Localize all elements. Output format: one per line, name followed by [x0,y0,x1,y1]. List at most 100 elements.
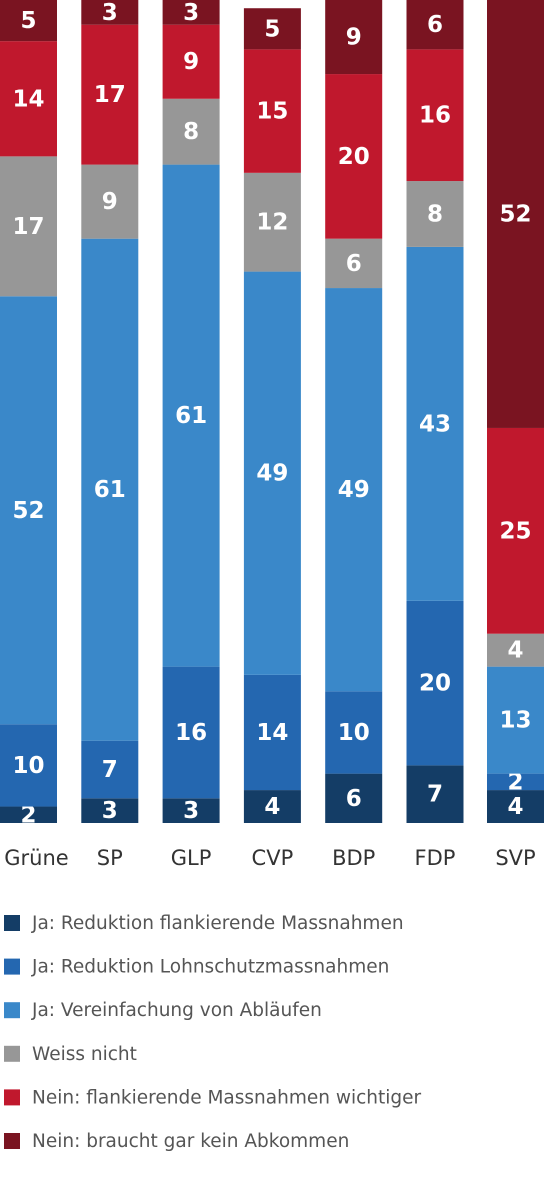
x-tick-label: SVP [495,846,535,870]
bar-segment [162,666,220,799]
legend-swatch [4,1133,20,1149]
bar-segment [487,633,544,667]
value-label: 20 [338,144,370,170]
bar-segment [0,806,57,823]
value-label: 3 [102,798,118,824]
value-label: 9 [183,49,199,75]
value-label: 61 [175,403,207,429]
legend-swatch [4,915,20,931]
bar-segment [243,790,301,823]
legend-swatch [4,958,20,975]
bar-segment [406,246,464,601]
value-label: 52 [12,498,44,524]
value-label: 17 [94,82,126,108]
legend-label: Ja: Reduktion flankierende Massnahmen [31,913,404,934]
value-label: 7 [427,782,443,808]
value-label: 5 [264,16,280,42]
value-label: 14 [12,86,44,112]
bar-segment [406,181,464,247]
value-label: 4 [507,638,523,664]
bar-segment [487,427,544,634]
x-tick-label: CVP [252,846,294,870]
bar-segment [81,740,139,799]
bar-segment [243,271,301,675]
bar-segment [162,798,220,823]
bar-segment [406,0,464,50]
bar-segment [406,765,464,823]
bar-segment [406,49,464,182]
value-label: 2 [20,802,36,828]
legend-label: Nein: braucht gar kein Abkommen [32,1131,349,1152]
value-label: 10 [338,720,370,746]
legend-label: Ja: Vereinfachung von Abläufen [31,1000,322,1021]
bar-segment [81,238,139,741]
bar-segment [162,0,220,25]
bar-segment [325,773,383,823]
value-label: 17 [12,214,44,240]
value-label: 8 [427,201,443,227]
legend-swatch [4,1045,20,1062]
bar-segment [0,156,57,297]
bar-segment [487,0,544,428]
x-tick-label: Grüne [4,846,68,870]
bar-segment [81,164,139,239]
value-label: 15 [256,99,288,125]
value-label: 6 [346,786,362,812]
bar-segment [243,172,301,272]
bar-segment [325,74,383,239]
value-label: 2 [507,769,523,795]
bar-segment [162,24,220,99]
value-label: 7 [102,757,118,783]
legend-swatch [4,1089,20,1106]
x-tick-label: FDP [415,846,456,870]
bar-segment [325,238,383,289]
value-label: 14 [256,720,288,746]
legend-label: Ja: Reduktion Lohnschutzmassnahmen [31,957,389,978]
bar-segment [162,164,220,667]
bar-segment [487,773,544,791]
value-label: 52 [499,201,531,227]
bar-segment [0,41,57,157]
value-label: 9 [346,25,362,51]
legend-label: Weiss nicht [32,1044,137,1065]
value-label: 16 [419,103,451,129]
value-label: 6 [346,251,362,277]
x-tick-label: GLP [171,846,212,870]
x-tick-label: BDP [332,846,375,870]
value-label: 61 [94,477,126,503]
value-label: 20 [419,671,451,697]
bar-segment [162,98,220,165]
bar-segment [487,666,544,774]
bar-segment [487,790,544,823]
value-label: 10 [12,753,44,779]
legend-label: Nein: flankierende Massnahmen wichtiger [32,1087,422,1108]
bar-segment [0,0,57,42]
bar-segment [325,0,383,75]
bar-segment [325,288,383,692]
value-label: 49 [338,477,370,503]
bar-segment [243,674,301,791]
value-label: 4 [507,794,523,820]
value-label: 3 [183,0,199,26]
legend-swatch [4,1002,20,1019]
value-label: 4 [264,794,280,820]
bar-segment [243,49,301,173]
value-label: 9 [102,189,118,215]
bar-segment [406,600,464,766]
value-label: 3 [102,0,118,26]
bar-segment [243,8,301,50]
value-label: 16 [175,720,207,746]
bar-segment [0,296,57,725]
value-label: 43 [419,411,451,437]
value-label: 49 [256,461,288,487]
value-label: 3 [183,798,199,824]
value-label: 12 [256,210,288,236]
x-tick-label: SP [97,846,123,870]
bar-segment [81,798,139,823]
bar-segment [325,691,383,774]
value-label: 8 [183,119,199,145]
bar-segment [81,0,139,25]
bar-segment [0,724,57,807]
value-label: 6 [427,12,443,38]
